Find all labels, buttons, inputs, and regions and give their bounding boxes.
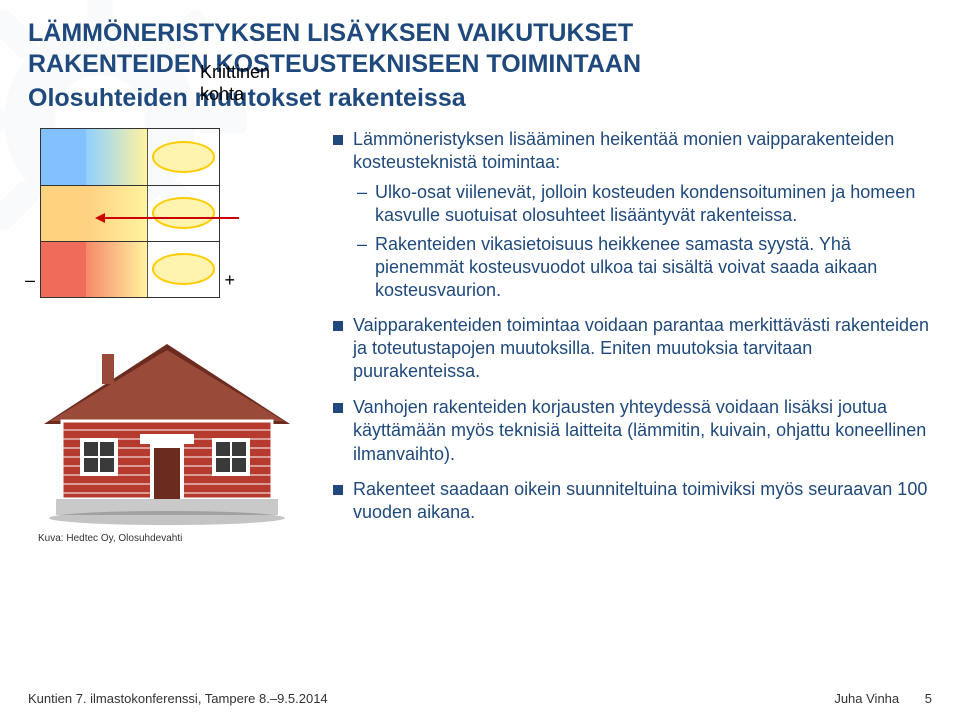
- title-line-1: LÄMMÖNERISTYKSEN LISÄYKSEN VAIKUTUKSET: [28, 18, 932, 49]
- house-illustration: Kuva: Hedtec Oy, Olosuhdevahti: [32, 326, 313, 544]
- critical-arrow: [103, 217, 239, 219]
- bullet-intro: Lämmöneristyksen lisääminen heikentää mo…: [331, 128, 932, 175]
- footer-left: Kuntien 7. ilmastokonferenssi, Tampere 8…: [28, 691, 328, 706]
- plus-sign: +: [224, 270, 235, 291]
- bullet-2: Vaipparakenteiden toimintaa voidaan para…: [331, 314, 932, 384]
- bullet-3: Vanhojen rakenteiden korjausten yhteydes…: [331, 396, 932, 466]
- title-line-2: RAKENTEIDEN KOSTEUSTEKNISEEN TOIMINTAAN: [28, 49, 932, 80]
- sub-bullet-1: Ulko-osat viilenevät, jolloin kosteuden …: [331, 181, 932, 227]
- minus-sign: –: [25, 270, 35, 291]
- bullet-4: Rakenteet saadaan oikein suunniteltuina …: [331, 478, 932, 525]
- subtitle: Olosuhteiden muutokset rakenteissa: [28, 83, 932, 114]
- footer-right: Juha Vinha 5: [834, 691, 932, 706]
- critical-point-label: Kriittinen kohta: [200, 62, 270, 105]
- wall-section-diagram: – +: [40, 128, 220, 298]
- sub-bullet-2: Rakenteiden vikasietoisuus heikkenee sam…: [331, 233, 932, 302]
- image-credit: Kuva: Hedtec Oy, Olosuhdevahti: [38, 533, 313, 544]
